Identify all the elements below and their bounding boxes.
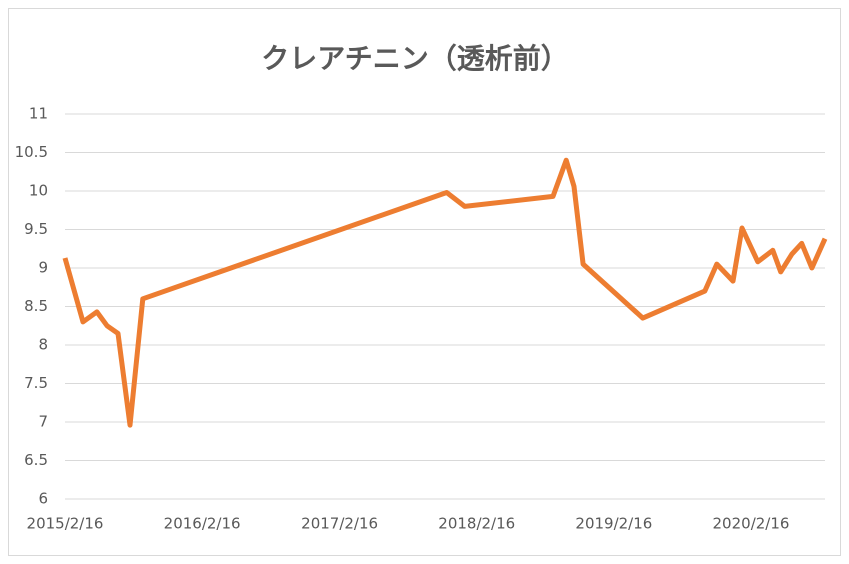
y-tick-label: 6 [38, 490, 48, 508]
x-tick-label: 2020/2/16 [713, 515, 790, 533]
x-tick-label: 2017/2/16 [301, 515, 378, 533]
y-tick-label: 8 [38, 336, 48, 354]
y-tick-label: 6.5 [24, 451, 48, 469]
y-tick-label: 11 [29, 105, 48, 123]
y-tick-label: 7.5 [24, 374, 48, 392]
x-tick-label: 2019/2/16 [575, 515, 652, 533]
y-tick-label: 7 [38, 413, 48, 431]
x-tick-label: 2015/2/16 [27, 515, 104, 533]
y-tick-label: 10 [29, 182, 48, 200]
y-tick-label: 9 [38, 259, 48, 277]
data-line [62, 157, 828, 428]
x-tick-label: 2016/2/16 [164, 515, 241, 533]
y-tick-label: 10.5 [15, 143, 48, 161]
y-tick-label: 8.5 [24, 297, 48, 315]
y-tick-label: 9.5 [24, 220, 48, 238]
x-tick-label: 2018/2/16 [438, 515, 515, 533]
chart-border [8, 8, 841, 556]
chart-title: クレアチニン（透析前） [261, 42, 568, 75]
